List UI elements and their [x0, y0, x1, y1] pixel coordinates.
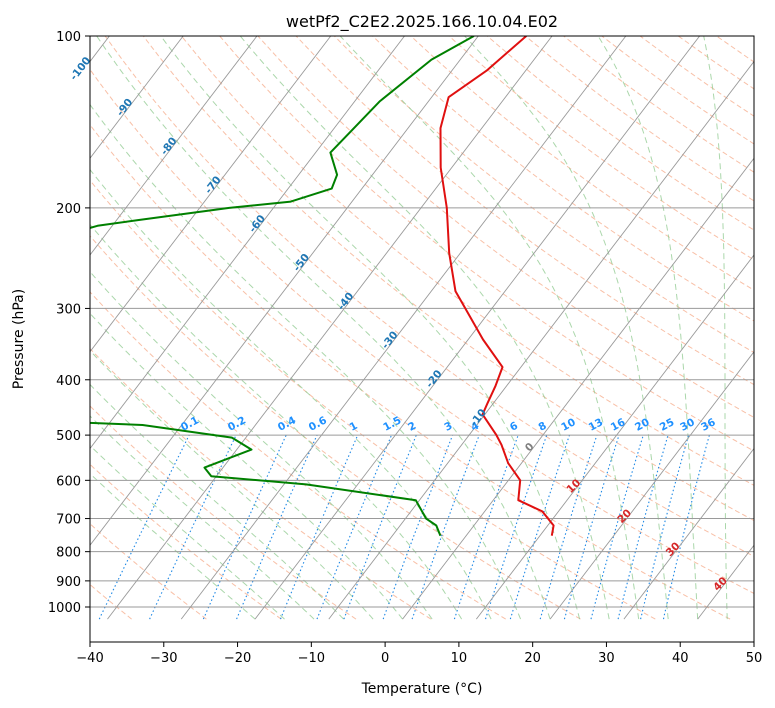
- moist-adiabat: [90, 415, 315, 620]
- mixing-ratio-line: [316, 434, 393, 620]
- isotherm-line: [90, 36, 479, 546]
- x-tick-label: −10: [298, 651, 325, 666]
- dry-adiabat: [90, 291, 506, 620]
- moist-adiabat: [464, 36, 669, 620]
- y-tick-label: 100: [56, 30, 81, 45]
- x-tick-label: 20: [524, 651, 541, 666]
- x-tick-label: −40: [76, 651, 103, 666]
- mixing-ratio-line: [382, 434, 454, 620]
- isotherm-line: [623, 447, 754, 620]
- x-tick-label: −20: [224, 651, 251, 666]
- y-axis-ticks: 100 200 300 400 500 600 700 800 900 1000: [48, 30, 90, 616]
- mixing-ratio-line: [509, 434, 571, 620]
- moist-adiabat: [339, 36, 640, 620]
- moist-adiabat: [90, 444, 285, 620]
- moist-adiabat: [239, 36, 610, 620]
- y-tick-label: 800: [56, 546, 81, 561]
- dry-adiabat: [333, 36, 754, 354]
- y-tick-label: 900: [56, 575, 81, 590]
- mixing-ratio-line: [279, 434, 359, 620]
- moist-adiabat: [96, 36, 551, 620]
- isotherm-line: [180, 36, 627, 620]
- x-tick-label: −30: [150, 651, 177, 666]
- isotherm-line: [549, 350, 754, 620]
- moist-adiabat: [703, 36, 728, 620]
- y-tick-label: 1000: [48, 601, 81, 616]
- x-tick-label: 30: [598, 651, 615, 666]
- moist-adiabat: [160, 36, 581, 620]
- plot-frame: [89, 35, 755, 643]
- mixing-ratio-line: [236, 434, 318, 620]
- moist-adiabat: [90, 103, 522, 620]
- dry-adiabat: [219, 36, 754, 452]
- x-tick-label: 10: [451, 651, 468, 666]
- dry-adiabat: [90, 463, 282, 620]
- moist-adiabat: [90, 168, 492, 620]
- y-tick-label: 400: [56, 374, 81, 389]
- y-tick-label: 600: [56, 474, 81, 489]
- dry-adiabat: [90, 523, 207, 620]
- dry-adiabat: [181, 36, 754, 486]
- dry-adiabat: [372, 36, 754, 322]
- y-axis-label: Pressure (hPa): [11, 289, 27, 389]
- x-tick-label: 0: [381, 651, 389, 666]
- mixing-ratio-line: [343, 434, 417, 620]
- dry-adiabat: [90, 68, 754, 594]
- x-tick-label: 40: [672, 651, 689, 666]
- dry-adiabat: [90, 179, 656, 620]
- moist-adiabat: [597, 36, 699, 620]
- moist-adiabat: [90, 472, 256, 620]
- y-tick-label: 700: [56, 513, 81, 528]
- isotherm-line: [90, 36, 258, 256]
- dry-adiabat: [104, 36, 754, 558]
- profile-line: [439, 36, 555, 536]
- isotherm-line: [90, 36, 184, 159]
- dry-adiabat: [257, 36, 754, 419]
- moist-adiabat: [90, 312, 403, 620]
- plot-area: [90, 36, 754, 620]
- moist-adiabat: [90, 223, 463, 620]
- mixing-ratio-line: [202, 434, 287, 620]
- isotherm-line: [107, 36, 553, 620]
- y-tick-label: 200: [56, 202, 81, 217]
- dry-adiabat: [410, 36, 754, 291]
- isotherm-line: [328, 60, 754, 620]
- x-tick-label: 50: [746, 651, 763, 666]
- dry-adiabat: [90, 235, 581, 620]
- chart-title: wetPf2_C2E2.2025.166.10.04.E02: [286, 12, 558, 32]
- y-tick-label: 300: [56, 302, 81, 317]
- isobar-grid: [90, 36, 754, 608]
- y-tick-label: 500: [56, 429, 81, 444]
- profile-lines: [90, 36, 555, 537]
- x-axis-ticks: −40 −30 −20 −10 0 10 20 30 40 50: [76, 642, 762, 666]
- moist-adiabat: [90, 349, 374, 620]
- mixing-ratio-line: [98, 434, 190, 620]
- isotherm-line: [90, 36, 405, 450]
- isotherm-line: [90, 36, 332, 353]
- moist-adiabats: [90, 36, 728, 620]
- mixing-ratio-line: [539, 434, 598, 620]
- isotherm-line: [402, 157, 754, 620]
- mixing-ratio-line: [563, 434, 620, 620]
- moist-adiabat: [90, 383, 344, 620]
- profile-line: [90, 36, 475, 537]
- dry-adiabat: [90, 124, 731, 620]
- x-axis-label: Temperature (°C): [361, 681, 483, 697]
